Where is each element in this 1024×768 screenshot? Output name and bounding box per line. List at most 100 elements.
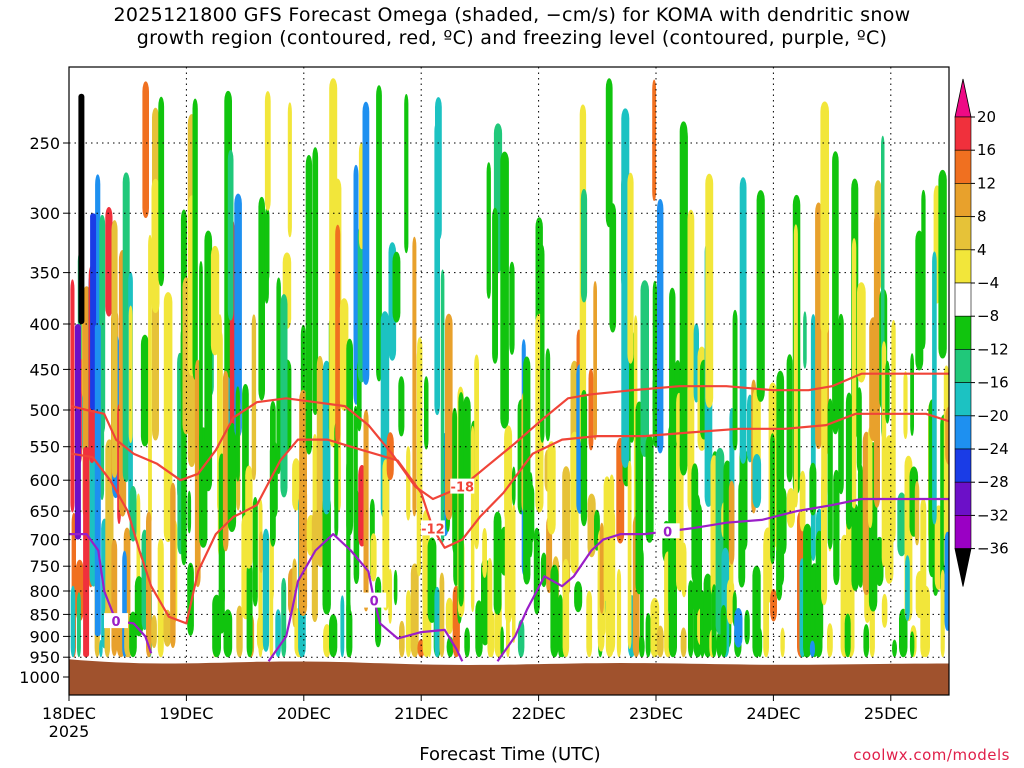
omega-cell [305,155,313,455]
contour-label-bg [450,478,475,494]
omega-cell [264,91,271,211]
omega-cell [142,81,149,219]
omega-cell [803,608,808,658]
omega-cell [680,627,687,658]
y-tick-label: 650 [29,502,60,521]
omega-cell [151,178,160,314]
omega-cell [246,562,253,658]
omega-cell [334,422,339,538]
omega-cell [512,503,516,643]
omega-cell [427,537,437,623]
omega-cell [640,547,644,658]
omega-cell [897,492,906,557]
omega-cell [903,371,908,439]
freezing-level-contour [69,532,153,654]
y-tick-label: 950 [29,648,60,667]
y-tick-label: 550 [29,438,60,457]
omega-cell [752,454,762,508]
omega-cell [639,634,644,658]
omega-cell [793,224,798,508]
y-tick-label: 600 [29,471,60,490]
x-tick-sublabel: 2025 [49,722,90,741]
omega-cell [70,585,76,658]
omega-cell [445,597,454,635]
omega-cell [76,592,81,658]
omega-cell [346,338,353,536]
omega-cell [434,586,440,658]
omega-cell [204,230,213,492]
omega-cell [287,102,292,238]
omega-cell [616,569,622,658]
omega-cell [562,558,570,658]
omega-cell [940,569,945,658]
omega-cell [234,193,242,438]
colorbar-band [954,415,972,450]
omega-cell [899,608,908,658]
omega-cell [627,460,632,649]
omega-cell [757,627,763,658]
contour-label: 0 [111,615,120,630]
omega-cell [392,251,401,323]
contour-label: 0 [663,525,672,540]
chart-title: 2025121800 GFS Forecast Omega (shaded, −… [0,4,1024,50]
omega-cell [851,238,857,509]
omega-cell [158,96,165,287]
omega-cell [148,234,152,526]
omega-cell [210,245,220,356]
omega-cell [417,337,423,526]
omega-cell [844,613,851,658]
y-tick-label: 1000 [19,668,60,687]
omega-cell [258,196,265,401]
omega-cell [322,495,331,615]
contour-label: -12 [421,522,445,537]
omega-cell [157,538,164,658]
omega-cell [838,313,844,495]
omega-cell [921,189,926,349]
omega-cell [857,464,864,588]
omega-cell [905,555,910,621]
omega-cell [146,511,152,658]
omega-cell [492,207,498,364]
omega-cell [781,488,787,555]
omega-cell [458,392,464,607]
omega-cell [550,564,559,658]
colorbar-label: −24 [977,440,1009,458]
omega-cell [944,531,949,631]
omega-cell [311,510,318,622]
omega-cell [910,353,914,436]
x-tick-label: 24DEC [746,704,800,723]
omega-cell [251,314,257,481]
omega-cell [218,582,225,634]
freezing-level-contour [267,532,464,662]
omega-cell [809,462,817,516]
omega-cell [192,98,198,380]
omega-cell [474,354,479,550]
omega-cell [128,305,133,443]
contour-label: 0 [370,595,379,610]
y-tick-label: 700 [29,531,60,550]
omega-cell [875,536,884,587]
omega-cell [83,446,90,658]
omega-cell [786,488,795,528]
omega-cell [881,593,888,628]
omega-cell [74,324,81,540]
omega-cell [688,580,694,658]
colorbar: 20 16 12 8 4 −4 −8 −12 −16 −20 −24 −28 −32 −36 [954,78,1009,587]
y-tick-label: 500 [29,401,60,420]
omega-cell [488,610,495,658]
omega-cell [770,433,775,565]
omega-cell [78,93,85,325]
omega-cell [435,97,442,241]
omega-cell [252,497,258,607]
omega-cell [668,517,677,658]
x-tick-label: 22DEC [512,704,566,723]
omega-cell [129,486,137,542]
axis-layer: 250 300 350 400 450 500 550 600 650 700 750 800 850 9… [19,134,918,741]
colorbar-label: −12 [977,340,1009,358]
omega-cell [605,78,613,228]
omega-cell [856,387,862,473]
omega-cell [770,589,777,622]
y-tick-label: 900 [29,627,60,646]
omega-cell [481,558,490,646]
colorbar-label: 16 [977,141,996,159]
